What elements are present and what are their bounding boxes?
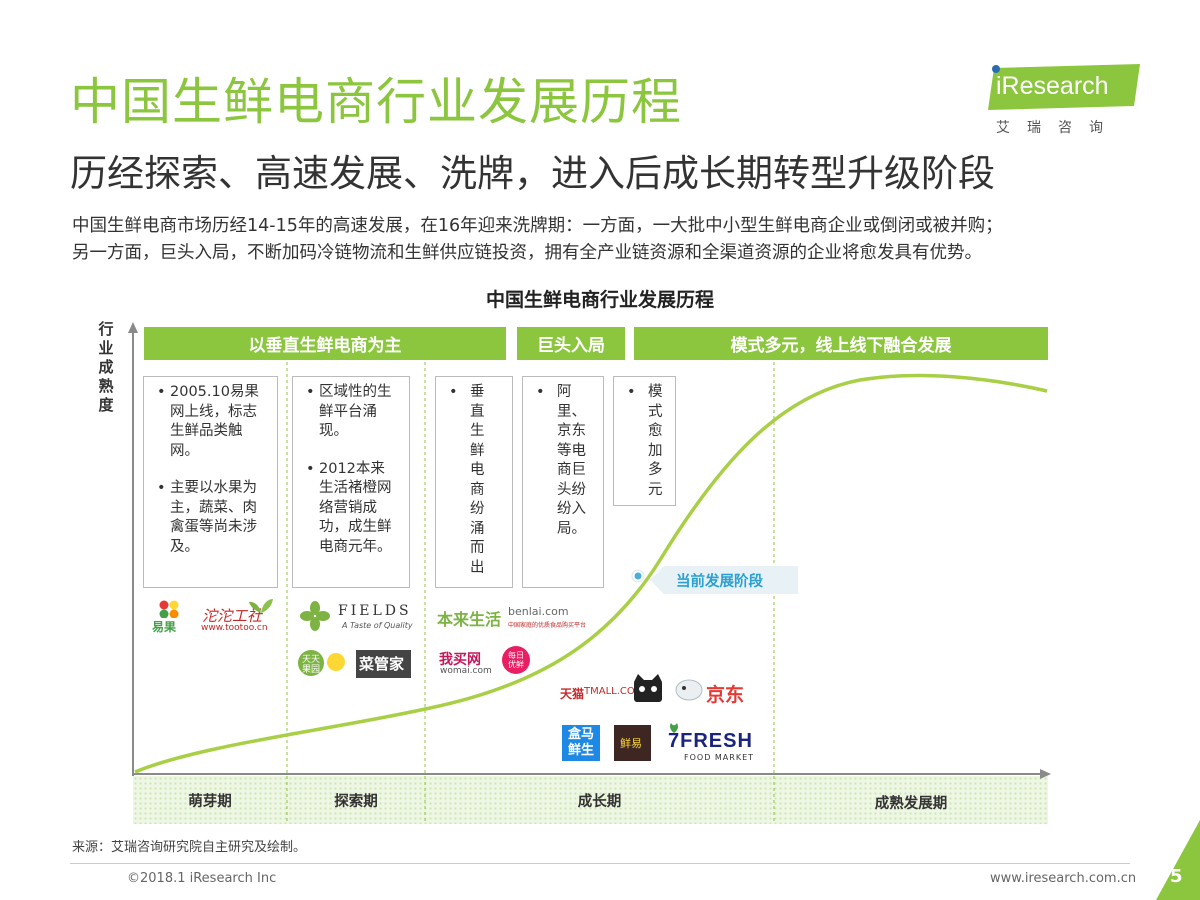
page-subtitle: 历经探索、高速发展、洗牌，进入后成长期转型升级阶段	[70, 152, 995, 195]
jd-logo: 京东	[706, 684, 745, 706]
7fresh-leaf-icon	[670, 723, 678, 733]
chart-title: 中国生鲜电商行业发展历程	[485, 289, 714, 311]
benlai-tagline: 中国家庭的优质食品购买平台	[508, 622, 587, 629]
website-url[interactable]: www.iresearch.com.cn	[990, 871, 1137, 886]
missfresh-logo: 每日优鲜	[508, 651, 524, 669]
current-stage-marker	[634, 572, 642, 580]
tootoo-leaf-icon	[249, 599, 273, 613]
xianyi-logo: 鲜易	[620, 737, 642, 750]
phase-exploration: 探索期	[334, 793, 378, 810]
fields-leaf-icon	[300, 601, 330, 631]
phase-maturity: 成熟发展期	[874, 795, 948, 812]
stage-box-2-item-2: 2012本来生活褚橙网络营销成功，成生鲜电商元年。	[297, 460, 399, 558]
caiguanjia-logo-box	[356, 650, 411, 678]
stage-box-1-item-1: 2005.10易果网上线，标志生鲜品类触网。	[148, 383, 265, 461]
y-axis-arrow	[128, 322, 138, 333]
phase-sprout: 萌芽期	[188, 793, 232, 810]
stage-box-1: 2005.10易果网上线，标志生鲜品类触网。 主要以水果为主，蔬菜、肉禽蛋等尚未…	[143, 376, 278, 588]
yiguo-logo: 易果	[152, 620, 177, 634]
banner-giants-enter: 巨头入局	[517, 327, 625, 360]
logo-brand-name-cn: 艾瑞咨询	[996, 120, 1120, 136]
7fresh-logo: 7FRESH	[668, 730, 753, 752]
stage-box-5: 模式愈加多元	[613, 376, 676, 506]
iresearch-logo	[988, 64, 1140, 110]
page-number-badge	[1156, 820, 1200, 900]
stage-box-2: 区域性的生鲜平台涌现。 2012本来生活褚橙网络营销成功，成生鲜电商元年。	[292, 376, 410, 588]
description-line-1: 中国生鲜电商市场历经14-15年的高速发展，在16年迎来洗牌期：一方面，一大批中…	[72, 216, 1003, 236]
7fresh-tagline: FOOD MARKET	[684, 753, 755, 762]
page-number: 5	[1170, 866, 1183, 887]
fields-logo: FIELDS	[338, 603, 412, 619]
description-line-2: 另一方面，巨头入局，不断加码冷链物流和生鲜供应链投资，拥有全产业链资源和全渠道资…	[72, 243, 982, 263]
banner-vertical-ecommerce: 以垂直生鲜电商为主	[144, 327, 506, 360]
current-stage-callout	[650, 566, 798, 594]
fields-tagline: A Taste of Quality	[342, 621, 413, 630]
y-axis-label: 行业成熟度	[98, 320, 114, 414]
tmall-logo: 天猫	[560, 687, 585, 701]
logo-brand-name: iResearch	[996, 72, 1109, 100]
tmall-cat-icon	[634, 674, 662, 702]
yiguo-logo-icon	[159, 600, 179, 618]
womai-url: womai.com	[440, 666, 492, 676]
hema-logo: 盒马鲜生	[567, 727, 594, 758]
banner-diversified-models: 模式多元，线上线下融合发展	[634, 327, 1048, 360]
caiguanjia-logo: 菜管家	[359, 655, 405, 673]
womai-logo: 我买网	[439, 652, 481, 668]
stage-box-4: 阿里、京东等电商巨头纷纷入局。	[522, 376, 604, 588]
benlai-url: benlai.com	[508, 605, 569, 618]
missfresh-logo-icon	[502, 646, 530, 674]
maturity-curve	[134, 373, 1048, 774]
stage-box-2-item-1: 区域性的生鲜平台涌现。	[297, 383, 399, 442]
source-note: 来源：艾瑞咨询研究院自主研究及绘制。	[72, 840, 307, 855]
stage-box-3-item-1: 垂直生鲜电商纷涌而出	[440, 383, 486, 578]
stage-box-4-item-1: 阿里、京东等电商巨头纷纷入局。	[527, 383, 591, 539]
copyright: ©2018.1 iResearch Inc	[127, 871, 277, 886]
stage-box-3: 垂直生鲜电商纷涌而出	[435, 376, 513, 588]
tmall-url: TMALL.COM	[584, 686, 644, 697]
hema-logo-box	[562, 725, 600, 761]
benlai-logo: 本来生活	[437, 610, 502, 629]
tootoo-logo: 沱沱工社	[202, 607, 263, 625]
tootoo-url: www.tootoo.cn	[201, 623, 268, 633]
xianyi-logo-box	[614, 725, 651, 761]
current-stage-label: 当前发展阶段	[676, 574, 763, 590]
stage-box-1-item-2: 主要以水果为主，蔬菜、肉禽蛋等尚未涉及。	[148, 479, 265, 557]
x-axis-arrow	[1040, 769, 1051, 779]
footer-divider	[70, 863, 1130, 864]
stage-box-5-item-1: 模式愈加多元	[618, 383, 664, 500]
phase-growth: 成长期	[577, 793, 622, 810]
tiantian-logo-icon	[298, 650, 345, 676]
tiantian-logo: 天天果园	[301, 655, 320, 675]
page-title: 中国生鲜电商行业发展历程	[70, 73, 682, 131]
jd-dog-icon	[675, 679, 703, 701]
phase-band	[133, 776, 1048, 824]
